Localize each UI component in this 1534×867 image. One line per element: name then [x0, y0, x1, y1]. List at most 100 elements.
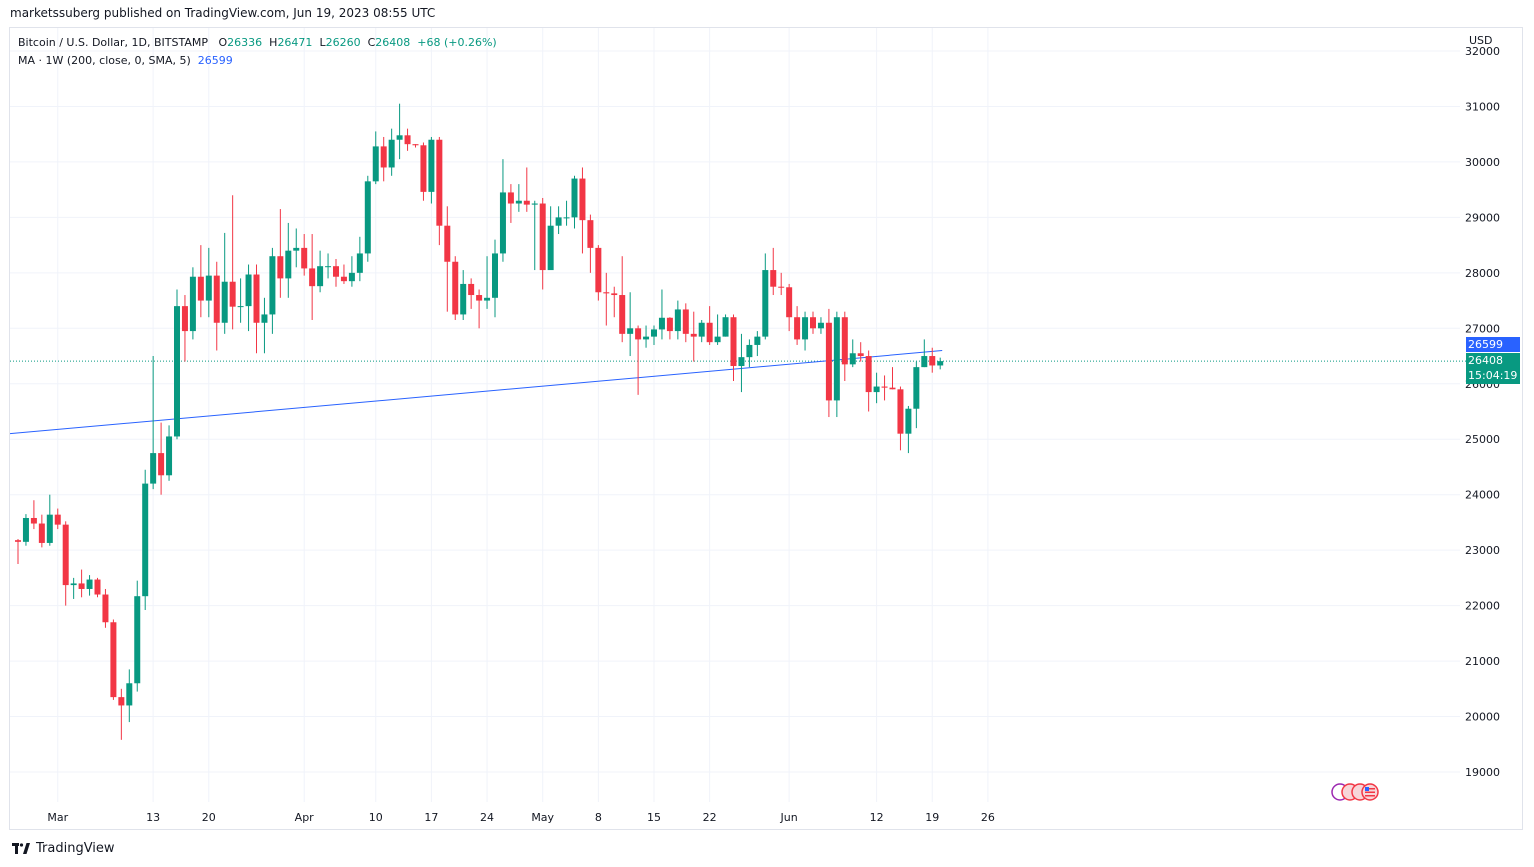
candle-body	[531, 203, 538, 205]
candle	[158, 422, 165, 495]
candle	[277, 209, 284, 298]
currency-label[interactable]: USD	[1469, 34, 1493, 47]
candle-body	[905, 408, 912, 434]
candle	[595, 245, 602, 301]
candle-body	[619, 295, 626, 334]
candle-body	[873, 386, 880, 393]
candle-body	[889, 387, 896, 390]
legend-close-value: 26408	[375, 36, 411, 49]
candle	[396, 103, 403, 160]
legend-ma-row[interactable]: MA · 1W (200, close, 0, SMA, 5) 26599	[18, 52, 497, 70]
candle-body	[126, 683, 133, 706]
candle	[937, 357, 944, 370]
candle	[142, 469, 149, 611]
x-tick-label: 24	[480, 811, 494, 824]
candle-body	[579, 178, 586, 221]
x-tick-label: 22	[703, 811, 717, 824]
candle	[452, 256, 459, 320]
candle-body	[937, 361, 944, 366]
candle-body	[102, 594, 109, 623]
candle-body	[682, 309, 689, 334]
candle-body	[802, 317, 809, 340]
candle-body	[245, 274, 252, 307]
candle	[102, 588, 109, 628]
candle	[714, 314, 721, 345]
candle	[388, 128, 395, 176]
candle	[666, 317, 673, 340]
candle-body	[674, 309, 681, 332]
candle-body	[412, 144, 419, 146]
candle	[134, 580, 141, 692]
footer-brand[interactable]: TradingView	[12, 841, 115, 856]
candle-body	[333, 266, 339, 277]
candle	[221, 232, 228, 334]
candle	[841, 311, 848, 381]
candle	[348, 256, 355, 287]
candle	[404, 128, 411, 151]
candle	[476, 289, 483, 329]
legend-ohlc-row: Bitcoin / U.S. Dollar, 1D, BITSTAMP O263…	[18, 34, 497, 52]
candle-body	[547, 225, 554, 271]
candle	[126, 669, 133, 723]
candle	[22, 514, 29, 546]
y-tick-label: 30000	[1465, 156, 1500, 169]
candle	[651, 325, 657, 345]
candle-body	[388, 139, 395, 168]
candle	[197, 245, 204, 318]
candle-body	[372, 146, 379, 182]
candle	[746, 339, 753, 368]
chart-legend: Bitcoin / U.S. Dollar, 1D, BITSTAMP O263…	[18, 34, 497, 70]
candle-body	[396, 135, 403, 140]
candle-body	[595, 247, 602, 293]
candle	[293, 228, 300, 268]
candle-body	[285, 250, 292, 279]
candle-body	[849, 353, 856, 365]
candle	[62, 521, 69, 606]
candle	[810, 311, 816, 334]
chart-frame[interactable]	[9, 27, 1523, 830]
candle-body	[810, 317, 816, 329]
candle-body	[356, 253, 363, 273]
candle	[738, 333, 745, 393]
candle-body	[78, 583, 85, 589]
grid-lines	[10, 28, 1460, 802]
candle	[428, 136, 435, 204]
candle-body	[762, 270, 769, 337]
candle-body	[929, 356, 936, 366]
candle-body	[325, 266, 332, 268]
candle-body	[380, 146, 387, 168]
candle-body	[706, 322, 713, 343]
candle-body	[563, 217, 570, 219]
published-caption: marketssuberg published on TradingView.c…	[10, 6, 436, 20]
candle-body	[817, 322, 824, 329]
candle-body	[444, 225, 451, 262]
candle	[817, 317, 824, 334]
candle	[643, 325, 650, 348]
x-tick-label: Mar	[47, 811, 68, 824]
economic-events-icon[interactable]	[1328, 782, 1384, 802]
x-tick-label: 26	[981, 811, 995, 824]
candle-body	[46, 514, 53, 543]
candle-body	[277, 256, 284, 279]
candle	[563, 200, 570, 226]
candle	[499, 159, 506, 262]
candle-body	[54, 514, 61, 525]
legend-ma-label: MA · 1W (200, close, 0, SMA, 5)	[18, 54, 191, 67]
candle	[189, 267, 196, 340]
candle-body	[651, 329, 657, 337]
x-tick-label: 20	[202, 811, 216, 824]
y-tick-label: 20000	[1465, 711, 1500, 724]
candle	[905, 405, 912, 454]
candle-body	[404, 135, 411, 145]
y-tick-label: 31000	[1465, 100, 1500, 113]
candle-body	[515, 200, 522, 204]
candle-body	[833, 317, 840, 401]
candle-body	[857, 353, 864, 357]
candle	[507, 184, 514, 223]
candle	[889, 367, 896, 390]
y-tick-label: 23000	[1465, 544, 1500, 557]
y-tick-label: 24000	[1465, 489, 1500, 502]
legend-ma-value: 26599	[197, 54, 233, 67]
candle	[205, 247, 212, 318]
